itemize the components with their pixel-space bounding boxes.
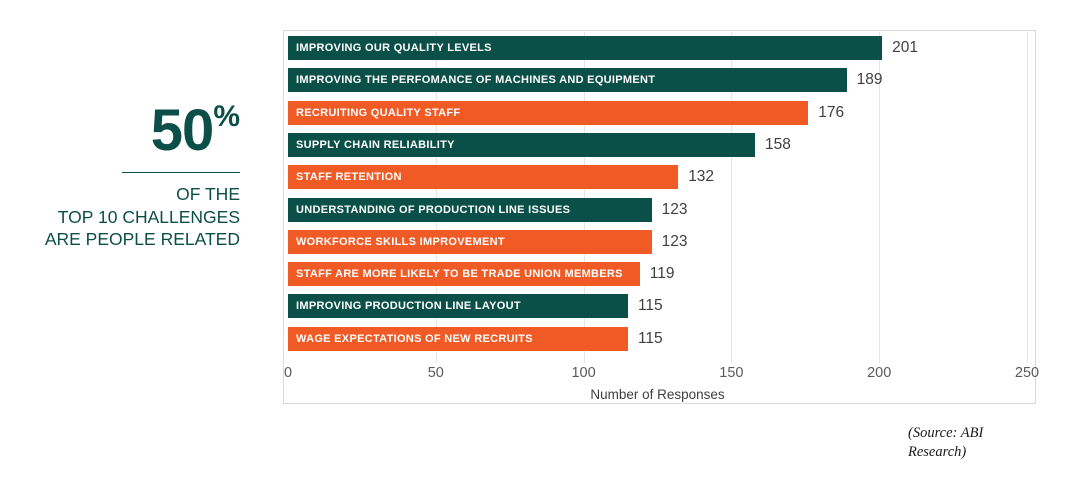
bar-label: IMPROVING OUR QUALITY LEVELS [296, 42, 492, 54]
stat-caption-line-3: ARE PEOPLE RELATED [44, 229, 240, 249]
bar[interactable]: IMPROVING THE PERFOMANCE OF MACHINES AND… [288, 68, 847, 93]
x-axis-title: Number of Responses [590, 387, 725, 402]
bar-label: RECRUITING QUALITY STAFF [296, 106, 461, 119]
bar-row: IMPROVING PRODUCTION LINE LAYOUT 115 [288, 294, 663, 319]
bar-value: 115 [637, 329, 663, 347]
stat-number: 50% [10, 102, 240, 160]
gridline-x-150 [731, 32, 733, 363]
stat-caption-line-1: OF THE [176, 184, 240, 204]
bar-row: IMPROVING OUR QUALITY LEVELS 201 [288, 36, 918, 60]
bar-row: WORKFORCE SKILLS IMPROVEMENT 123 [288, 229, 688, 254]
bar-label: STAFF ARE MORE LIKELY TO BE TRADE UNION … [296, 268, 623, 281]
stat-underline [122, 172, 240, 173]
bar-value: 115 [637, 297, 663, 315]
percent-sign: % [213, 100, 240, 133]
x-tick-label: 100 [571, 365, 596, 381]
bar-value: 158 [765, 135, 791, 153]
x-tick-label: 250 [1014, 365, 1040, 381]
bar-label: UNDERSTANDING OF PRODUCTION LINE ISSUES [296, 203, 571, 216]
bar-value: 189 [856, 71, 883, 89]
bar-value: 132 [688, 168, 715, 186]
x-tick-label: 50 [427, 365, 444, 381]
stat-block: 50% OF THE TOP 10 CHALLENGES ARE PEOPLE … [10, 102, 240, 251]
source-note: (Source: ABI Research) [908, 425, 984, 460]
bar-row: STAFF ARE MORE LIKELY TO BE TRADE UNION … [288, 262, 675, 287]
gridline-x-200 [879, 32, 881, 363]
stat-caption-line-2: TOP 10 CHALLENGES [57, 206, 240, 227]
bar[interactable]: IMPROVING PRODUCTION LINE LAYOUT [288, 294, 628, 319]
bar-row: IMPROVING THE PERFOMANCE OF MACHINES AND… [288, 68, 883, 93]
plot-area: IMPROVING OUR QUALITY LEVELS 201 IMPROVING… [288, 32, 1028, 363]
bar-value: 201 [892, 39, 919, 56]
bar[interactable]: SUPPLY CHAIN RELIABILITY [288, 132, 756, 157]
bar-label: STAFF RETENTION [296, 171, 402, 184]
bar-row: STAFF RETENTION 132 [288, 165, 715, 190]
bar-row: RECRUITING QUALITY STAFF 176 [288, 100, 845, 125]
bar[interactable]: IMPROVING OUR QUALITY LEVELS [288, 36, 883, 60]
bar-row: WAGE EXPECTATIONS OF NEW RECRUITS 115 [288, 326, 663, 351]
bar-label: WORKFORCE SKILLS IMPROVEMENT [296, 235, 505, 248]
bar-label: IMPROVING PRODUCTION LINE LAYOUT [296, 300, 521, 313]
bar[interactable]: STAFF ARE MORE LIKELY TO BE TRADE UNION … [288, 262, 640, 287]
bar-row: UNDERSTANDING OF PRODUCTION LINE ISSUES 1… [288, 197, 688, 222]
bar-label: IMPROVING THE PERFOMANCE OF MACHINES AND… [296, 74, 656, 87]
bar-label: WAGE EXPECTATIONS OF NEW RECRUITS [296, 332, 533, 345]
bar[interactable]: WAGE EXPECTATIONS OF NEW RECRUITS [288, 326, 628, 351]
gridline-x-250 [1027, 32, 1028, 363]
bar-chart: IMPROVING OUR QUALITY LEVELS 201 IMPROVING… [283, 30, 1040, 404]
bar-value: 176 [818, 103, 845, 121]
bar[interactable]: UNDERSTANDING OF PRODUCTION LINE ISSUES [288, 197, 652, 222]
bar-value: 119 [649, 265, 675, 283]
bar[interactable]: WORKFORCE SKILLS IMPROVEMENT [288, 229, 652, 254]
bar-row: SUPPLY CHAIN RELIABILITY 158 [288, 132, 791, 157]
bar-label: SUPPLY CHAIN RELIABILITY [296, 138, 455, 151]
x-tick-label: 150 [719, 365, 744, 381]
bar[interactable]: RECRUITING QUALITY STAFF [288, 100, 809, 125]
bar-value: 123 [661, 200, 688, 218]
x-tick-label: 0 [283, 365, 293, 381]
x-tick-label: 200 [867, 365, 892, 381]
bar-value: 123 [661, 232, 688, 250]
stat-number-value: 50 [150, 98, 215, 163]
bar[interactable]: STAFF RETENTION [288, 165, 679, 190]
